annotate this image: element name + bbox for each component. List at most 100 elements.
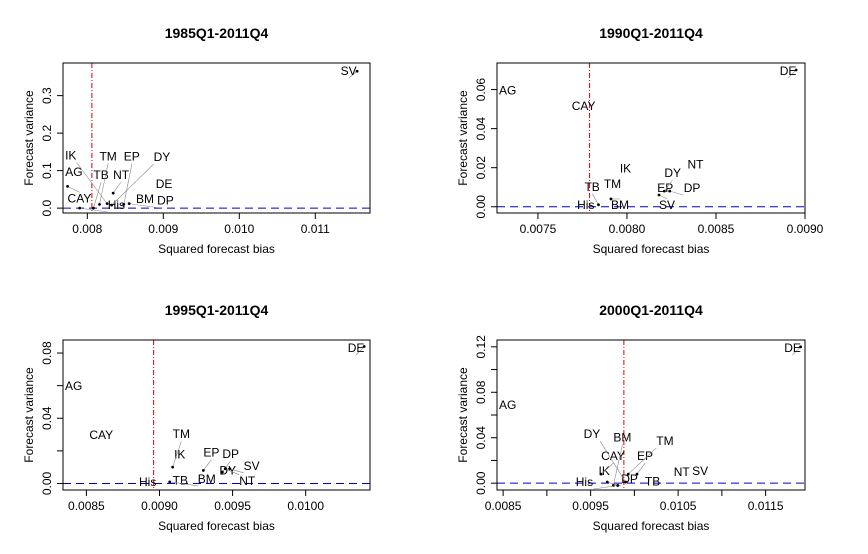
point-marker bbox=[626, 472, 630, 476]
label-leader-line bbox=[99, 163, 109, 205]
panel-title: 1985Q1-2011Q4 bbox=[165, 25, 269, 41]
label-leader-line bbox=[599, 440, 626, 483]
point-marker bbox=[201, 469, 205, 472]
y-axis-label: Forecast variance bbox=[456, 367, 470, 463]
y-tick-label: 0.12 bbox=[474, 335, 488, 359]
point-label-bm: BM bbox=[613, 430, 631, 444]
point-marker bbox=[605, 480, 609, 484]
x-axis-label: Squared forecast bias bbox=[593, 242, 710, 256]
label-leader-line bbox=[600, 462, 614, 475]
x-tick-label: 0.0090 bbox=[141, 499, 178, 513]
plot-frame bbox=[496, 339, 806, 491]
label-leader-line bbox=[628, 447, 657, 475]
point-marker bbox=[220, 470, 224, 474]
point-marker bbox=[799, 345, 803, 349]
point-label-ik: IK bbox=[620, 162, 631, 176]
point-label-de: DE bbox=[348, 341, 365, 355]
point-label-bm: BM bbox=[611, 198, 629, 212]
label-leader-line bbox=[658, 194, 668, 200]
point-marker bbox=[597, 203, 600, 207]
label-leader-line bbox=[664, 179, 673, 192]
point-label-ep: EP bbox=[203, 445, 219, 459]
point-label-ag: AG bbox=[499, 398, 516, 412]
point-label-ik: IK bbox=[65, 149, 76, 163]
point-label-dy: DY bbox=[664, 166, 681, 180]
point-marker bbox=[105, 202, 109, 206]
y-tick-label: 0.2 bbox=[40, 124, 54, 141]
label-leader-line bbox=[355, 346, 365, 356]
label-leader-line bbox=[112, 181, 122, 194]
label-leader-line bbox=[169, 481, 198, 487]
point-label-cay: CAY bbox=[572, 99, 596, 113]
panel-4: 2000Q1-2011Q4 0.0085 0.0095 0.0105 0.0115 0.0… bbox=[456, 302, 806, 533]
x-axis-label: Squared forecast bias bbox=[158, 519, 275, 533]
label-leader-line bbox=[593, 485, 618, 490]
label-leader-line bbox=[67, 186, 80, 193]
label-leader-line bbox=[348, 71, 358, 79]
point-label-sv: SV bbox=[659, 198, 675, 212]
y-axis-label: Forecast variance bbox=[456, 90, 470, 186]
point-label-tb: TB bbox=[584, 180, 599, 194]
point-marker bbox=[657, 193, 661, 197]
point-label-ag: AG bbox=[499, 83, 516, 97]
label-leader-line bbox=[76, 162, 108, 204]
y-tick-label: 0.0 bbox=[40, 199, 54, 216]
y-tick-label: 0.08 bbox=[40, 341, 54, 365]
point-label-cay: CAY bbox=[89, 428, 113, 442]
label-leader-line bbox=[636, 462, 646, 475]
point-label-tm: TM bbox=[656, 434, 673, 448]
label-leader-line bbox=[111, 163, 154, 206]
point-label-ag: AG bbox=[65, 379, 82, 393]
point-label-ep: EP bbox=[657, 181, 673, 195]
point-label-ep: EP bbox=[124, 149, 140, 163]
x-axis-label: Squared forecast bias bbox=[593, 519, 710, 533]
point-label-ik: IK bbox=[174, 447, 185, 461]
point-marker bbox=[98, 202, 101, 206]
point-label-nt: NT bbox=[113, 168, 130, 182]
point-marker bbox=[171, 465, 175, 469]
x-tick-label: 0.0080 bbox=[609, 222, 646, 236]
point-marker bbox=[168, 480, 172, 484]
plot-frame bbox=[62, 62, 371, 214]
x-tick-label: 0.0085 bbox=[68, 499, 105, 513]
point-label-sv: SV bbox=[341, 64, 357, 78]
point-label-his: His bbox=[577, 198, 594, 212]
x-tick-label: 0.0100 bbox=[287, 499, 324, 513]
y-tick-label: 0.04 bbox=[474, 117, 488, 141]
plot-frame bbox=[62, 339, 371, 491]
point-marker bbox=[662, 189, 666, 193]
y-axis-label: Forecast variance bbox=[22, 90, 36, 186]
y-tick-label: 0.1 bbox=[40, 162, 54, 179]
point-marker bbox=[609, 197, 613, 201]
x-tick-label: 0.0075 bbox=[520, 222, 557, 236]
point-marker bbox=[111, 191, 115, 195]
point-label-cay: CAY bbox=[68, 191, 92, 205]
y-tick-label: 0.06 bbox=[474, 78, 488, 102]
label-leader-line bbox=[787, 69, 797, 79]
point-marker bbox=[78, 206, 82, 210]
label-leader-line bbox=[203, 459, 212, 471]
point-label-dy: DY bbox=[584, 427, 601, 441]
point-label-tm: TM bbox=[604, 177, 621, 191]
x-tick-label: 0.009 bbox=[148, 222, 178, 236]
label-leader-line bbox=[172, 441, 182, 468]
y-tick-label: 0.04 bbox=[40, 406, 54, 430]
label-leader-line bbox=[123, 163, 133, 205]
y-axis-label: Forecast variance bbox=[22, 367, 36, 463]
point-label-de: DE bbox=[780, 64, 797, 78]
point-label-nt: NT bbox=[239, 474, 256, 488]
label-leader-line bbox=[129, 203, 158, 208]
point-label-cay: CAY bbox=[601, 449, 625, 463]
point-marker bbox=[223, 467, 227, 471]
point-marker bbox=[624, 480, 628, 484]
point-label-tb: TB bbox=[645, 474, 660, 488]
point-label-dp: DP bbox=[684, 181, 701, 195]
y-tick-label: 0.04 bbox=[474, 426, 488, 450]
point-label-sv: SV bbox=[692, 464, 708, 478]
point-label-dp: DP bbox=[222, 447, 239, 461]
x-tick-label: 0.0085 bbox=[485, 499, 522, 513]
label-leader-line bbox=[613, 444, 623, 486]
point-label-dy: DY bbox=[219, 464, 236, 478]
point-marker bbox=[91, 206, 95, 210]
